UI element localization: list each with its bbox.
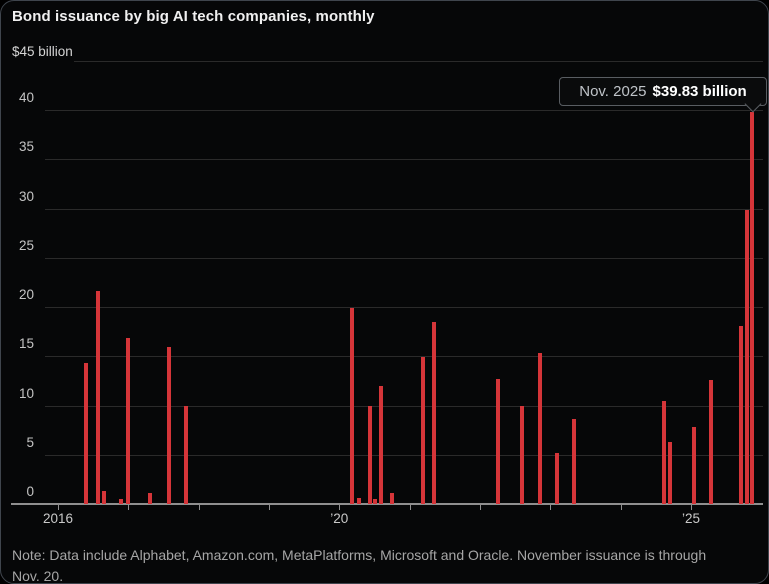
x-tick-2025 (690, 505, 692, 510)
bar[interactable] (119, 499, 123, 504)
x-axis-line (11, 503, 763, 505)
y-axis-unit-label: $45 billion (12, 44, 73, 59)
tooltip-date: Nov. 2025 (579, 83, 647, 100)
bar[interactable] (390, 493, 394, 504)
gridline-35 (45, 159, 763, 161)
bar[interactable] (126, 337, 130, 504)
bar[interactable] (148, 493, 152, 504)
y-tick-label-0: 0 (26, 484, 34, 499)
bar[interactable] (84, 363, 88, 504)
bar[interactable] (368, 405, 372, 504)
bar[interactable] (572, 419, 576, 504)
y-tick-label-10: 10 (18, 385, 34, 401)
tooltip: Nov. 2025 $39.83 billion (559, 77, 767, 106)
x-tick-label-2025: ’25 (681, 511, 700, 526)
x-tick-2022 (479, 505, 481, 510)
x-tick-2017 (128, 505, 130, 510)
gridline-5 (45, 454, 763, 456)
tooltip-value: $39.83 billion (652, 83, 747, 100)
bar[interactable] (662, 400, 666, 504)
bar[interactable] (745, 209, 749, 504)
bar[interactable] (421, 357, 425, 504)
y-tick-label-30: 30 (18, 188, 34, 204)
gridline-40 (45, 110, 763, 112)
bar[interactable] (373, 499, 377, 504)
bar[interactable] (739, 325, 743, 504)
bar[interactable] (102, 491, 106, 504)
bar[interactable] (167, 347, 171, 504)
y-tick-label-35: 35 (18, 139, 34, 155)
x-tick-2018 (198, 505, 200, 510)
bar[interactable] (496, 378, 500, 504)
bar[interactable] (432, 321, 436, 504)
gridline-15 (45, 356, 763, 358)
bar[interactable] (520, 405, 524, 504)
bar[interactable] (709, 379, 713, 504)
bar[interactable] (538, 353, 542, 504)
bar[interactable] (350, 308, 354, 504)
gridline-45 (74, 61, 763, 62)
x-tick-2019 (268, 505, 270, 510)
y-tick-label-15: 15 (18, 336, 34, 352)
x-tick-2016 (58, 505, 59, 510)
footnote: Note: Data include Alphabet, Amazon.com,… (12, 547, 707, 584)
x-tick-label-2020: ’20 (330, 511, 349, 526)
x-tick-label-2016: 2016 (42, 511, 74, 526)
gridline-20 (45, 307, 763, 309)
y-tick-label-40: 40 (18, 90, 34, 106)
bar[interactable] (184, 405, 188, 504)
bar[interactable] (96, 291, 100, 504)
gridline-25 (45, 257, 763, 259)
bar[interactable] (379, 385, 383, 504)
bar[interactable] (692, 427, 696, 504)
y-tick-label-20: 20 (18, 287, 34, 303)
x-tick-2024 (620, 505, 622, 510)
y-tick-label-25: 25 (18, 237, 34, 253)
y-tick-label-5: 5 (26, 434, 34, 450)
bar[interactable] (668, 441, 672, 504)
bar[interactable] (357, 498, 361, 504)
bar[interactable] (750, 111, 754, 504)
gridline-10 (45, 405, 763, 407)
x-tick-2020 (339, 505, 341, 510)
x-tick-2023 (550, 505, 552, 510)
chart-title: Bond issuance by big AI tech companies, … (12, 8, 375, 25)
gridline-30 (45, 208, 763, 210)
bar[interactable] (555, 452, 559, 504)
x-tick-2021 (409, 505, 411, 510)
